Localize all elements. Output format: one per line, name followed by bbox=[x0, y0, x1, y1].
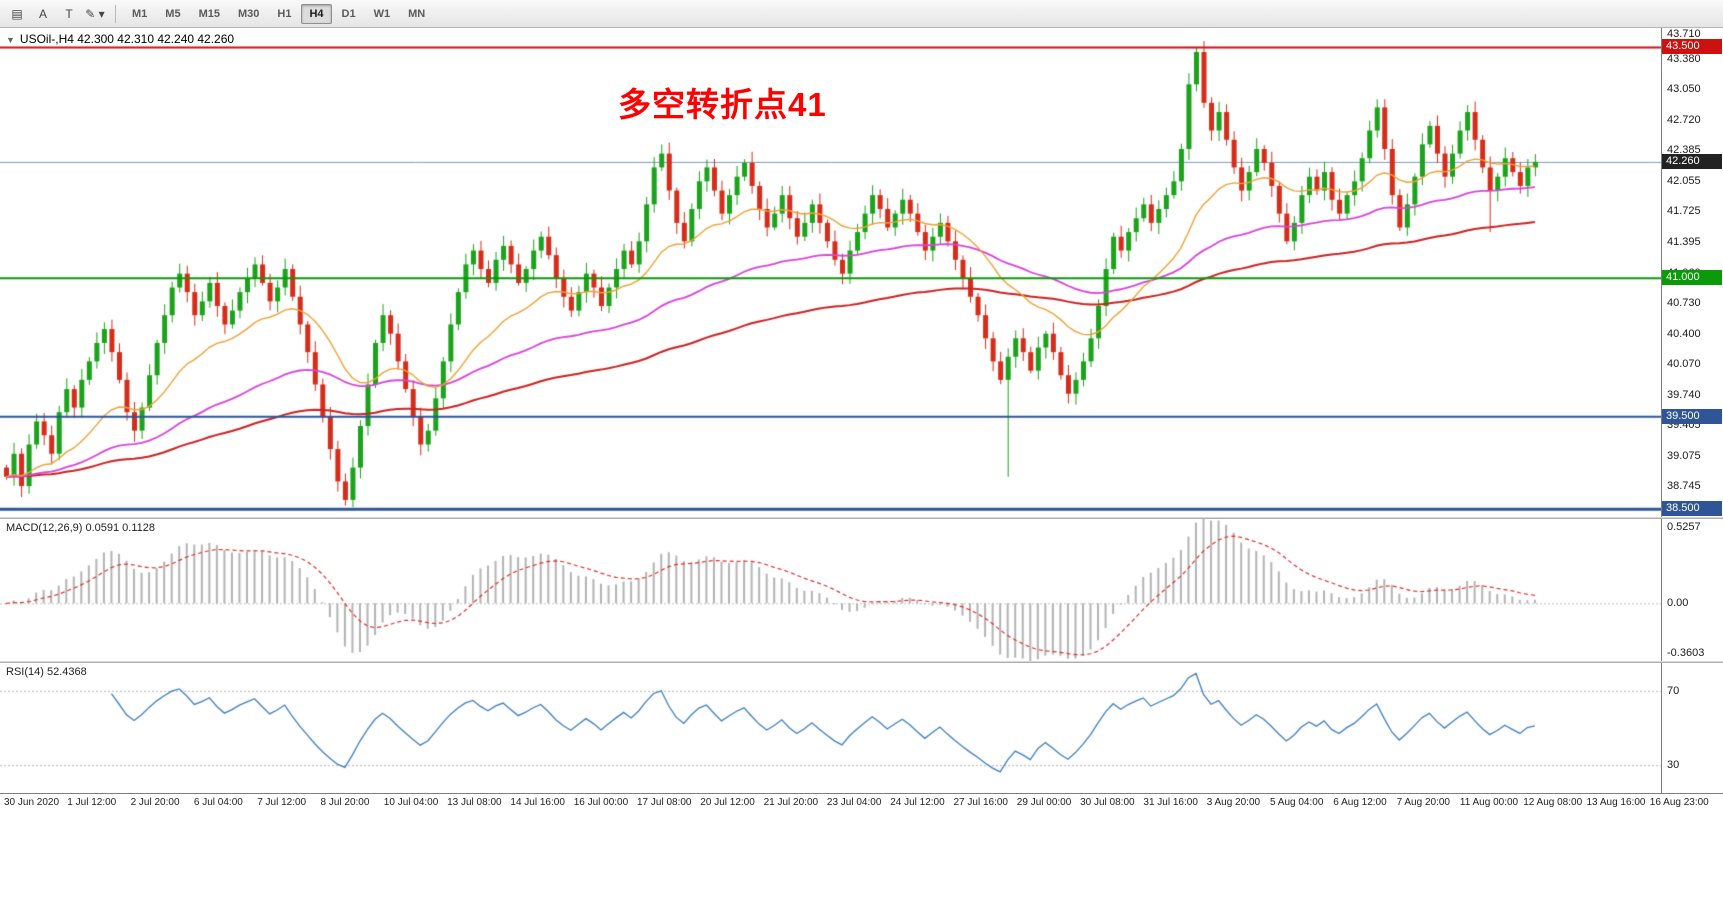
timeframe-h1-button[interactable]: H1 bbox=[277, 7, 292, 20]
time-axis-label: 20 Jul 12:00 bbox=[700, 797, 755, 808]
macd-axis-label: 0.5257 bbox=[1667, 521, 1701, 533]
panel-divider[interactable] bbox=[0, 517, 1723, 519]
timeframe-m5-button[interactable]: M5 bbox=[165, 7, 181, 20]
panel-divider[interactable] bbox=[0, 661, 1723, 663]
price-chart-canvas[interactable] bbox=[0, 28, 1661, 517]
indicator-list-button[interactable]: ▤ bbox=[11, 6, 23, 21]
timeframe-d1-button[interactable]: D1 bbox=[341, 7, 356, 20]
price-axis-label: 41.395 bbox=[1667, 235, 1701, 248]
time-axis-label: 13 Aug 16:00 bbox=[1586, 797, 1646, 808]
time-axis-label: 16 Aug 23:00 bbox=[1649, 797, 1709, 808]
rsi-canvas[interactable] bbox=[0, 663, 1661, 793]
price-badge-42.260: 42.260 bbox=[1662, 153, 1722, 169]
draw-tools-button[interactable]: ✎ ▾ bbox=[85, 6, 105, 21]
time-axis-label: 23 Jul 04:00 bbox=[826, 797, 882, 808]
time-axis-label: 1 Jul 12:00 bbox=[67, 797, 117, 808]
price-axis-label: 41.725 bbox=[1667, 205, 1701, 218]
time-axis-label: 6 Aug 12:00 bbox=[1333, 797, 1387, 808]
price-badge-39.500: 39.500 bbox=[1662, 408, 1722, 424]
time-axis-label: 21 Jul 20:00 bbox=[763, 797, 819, 808]
price-axis-label: 40.400 bbox=[1667, 327, 1701, 340]
timeframe-buttons: M1 M5 M15 M30 H1 H4 D1 W1 MN bbox=[123, 3, 434, 24]
price-axis-label: 43.050 bbox=[1667, 83, 1701, 96]
rsi-indicator-label: RSI(14) 52.4368 bbox=[6, 666, 87, 678]
price-badge-41.000: 41.000 bbox=[1662, 270, 1722, 286]
time-axis-label: 30 Jun 2020 bbox=[4, 797, 60, 808]
time-axis-label: 5 Aug 04:00 bbox=[1270, 797, 1324, 808]
time-axis-label: 30 Jul 08:00 bbox=[1080, 797, 1135, 808]
timeframe-h4-button[interactable]: H4 bbox=[301, 3, 332, 24]
text-box-button[interactable]: T bbox=[65, 6, 73, 21]
macd-panel: 0.5257 0.00 -0.3603 MACD(12,26,9) 0.0591 0… bbox=[0, 519, 1723, 661]
rsi-panel: 70 30 RSI(14) 52.4368 bbox=[0, 663, 1723, 793]
time-axis-label: 17 Jul 08:00 bbox=[637, 797, 692, 808]
time-axis-label: 8 Jul 20:00 bbox=[320, 797, 370, 808]
price-axis-label: 38.745 bbox=[1667, 480, 1701, 493]
price-badge-43.500: 43.500 bbox=[1662, 39, 1722, 55]
time-axis-label: 27 Jul 16:00 bbox=[953, 797, 1009, 808]
time-axis-label: 31 Jul 16:00 bbox=[1143, 797, 1198, 808]
timeframe-m15-button[interactable]: M15 bbox=[198, 7, 220, 20]
macd-axis[interactable]: 0.5257 0.00 -0.3603 bbox=[1661, 519, 1723, 661]
chart-header: ▼ USOil-,H4 42.300 42.310 42.240 42.260 bbox=[6, 32, 234, 46]
timeframe-mn-button[interactable]: MN bbox=[408, 7, 426, 20]
time-axis-label: 7 Aug 20:00 bbox=[1396, 797, 1450, 808]
toolbar-left-buttons: ▤ A T ✎ ▾ bbox=[4, 3, 108, 24]
time-axis-label: 10 Jul 04:00 bbox=[383, 797, 439, 808]
timeframe-m1-button[interactable]: M1 bbox=[132, 7, 148, 20]
macd-canvas[interactable] bbox=[0, 519, 1661, 661]
macd-axis-label: -0.3603 bbox=[1667, 647, 1705, 659]
price-axis-label: 43.380 bbox=[1667, 52, 1701, 65]
price-axis-label: 42.385 bbox=[1667, 144, 1701, 157]
price-axis-label: 40.070 bbox=[1667, 358, 1701, 371]
price-axis-label: 42.055 bbox=[1667, 174, 1701, 187]
price-axis-label: 43.710 bbox=[1667, 28, 1701, 40]
toolbar-separator bbox=[115, 4, 116, 23]
time-axis-label: 7 Jul 12:00 bbox=[257, 797, 307, 808]
price-axis-label: 39.740 bbox=[1667, 388, 1701, 401]
price-axis-label: 42.720 bbox=[1667, 113, 1701, 126]
price-axis-label: 39.075 bbox=[1667, 449, 1701, 462]
time-axis-label: 14 Jul 16:00 bbox=[510, 797, 565, 808]
time-axis-label: 12 Aug 08:00 bbox=[1523, 797, 1583, 808]
timeframe-m30-button[interactable]: M30 bbox=[237, 7, 260, 20]
time-axis-label: 29 Jul 00:00 bbox=[1016, 797, 1072, 808]
rsi-axis[interactable]: 70 30 bbox=[1661, 663, 1723, 793]
price-chart-panel: 43.710 43.380 43.050 42.720 42.385 42.055 41.7… bbox=[0, 28, 1723, 517]
time-axis-label: 16 Jul 00:00 bbox=[573, 797, 629, 808]
timeframe-w1-button[interactable]: W1 bbox=[373, 7, 391, 20]
time-axis[interactable]: 30 Jun 2020 1 Jul 12:00 2 Jul 20:00 6 Jul 0… bbox=[0, 793, 1723, 813]
price-axis-label: 40.730 bbox=[1667, 297, 1701, 310]
bottom-empty-area bbox=[0, 813, 1723, 897]
time-axis-label: 6 Jul 04:00 bbox=[193, 797, 243, 808]
chart-annotation-text: 多空转折点41 bbox=[618, 86, 827, 123]
text-label-button[interactable]: A bbox=[38, 6, 47, 21]
rsi-axis-label: 30 bbox=[1667, 759, 1680, 772]
symbol-ohlc-label: USOil-,H4 42.300 42.310 42.240 42.260 bbox=[19, 32, 235, 46]
collapse-arrow-icon[interactable]: ▼ bbox=[6, 35, 15, 45]
macd-indicator-label: MACD(12,26,9) 0.0591 0.1128 bbox=[6, 522, 155, 534]
time-axis-label: 2 Jul 20:00 bbox=[130, 797, 180, 808]
time-axis-label: 11 Aug 00:00 bbox=[1459, 797, 1519, 808]
time-axis-label: 24 Jul 12:00 bbox=[890, 797, 945, 808]
time-axis-label: 3 Aug 20:00 bbox=[1206, 797, 1261, 808]
price-axis[interactable]: 43.710 43.380 43.050 42.720 42.385 42.055 41.7… bbox=[1661, 28, 1723, 517]
price-badge-38.500: 38.500 bbox=[1662, 501, 1722, 517]
rsi-axis-label: 70 bbox=[1667, 684, 1680, 697]
macd-axis-label: 0.00 bbox=[1667, 597, 1689, 610]
toolbar: ▤ A T ✎ ▾ M1 M5 M15 M30 H1 H4 D1 W1 MN bbox=[0, 0, 1723, 28]
time-axis-label: 13 Jul 08:00 bbox=[447, 797, 502, 808]
